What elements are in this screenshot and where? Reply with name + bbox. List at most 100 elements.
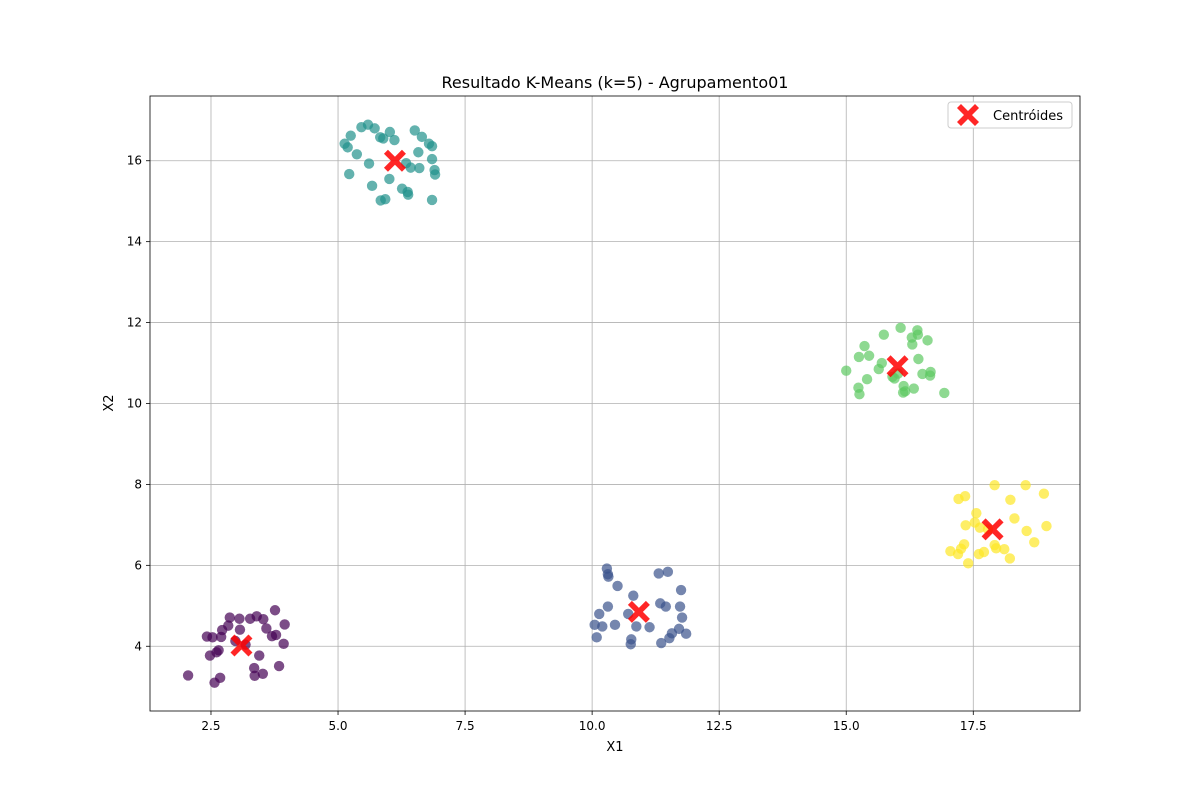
cluster-4-point — [959, 490, 971, 502]
cluster-2-point — [345, 130, 356, 141]
y-tick-label: 8 — [134, 477, 142, 491]
cluster-1-point — [660, 601, 672, 612]
y-axis-label: X2 — [102, 394, 117, 411]
legend-centroid-marker — [957, 104, 979, 126]
cluster-2-point — [413, 147, 424, 158]
x-tick-label: 2.5 — [201, 719, 220, 733]
cluster-0-point — [182, 670, 194, 681]
cluster-3-point — [913, 353, 924, 365]
cluster-4-point — [1004, 553, 1016, 564]
cluster-2-point — [378, 133, 389, 144]
cluster-1-point — [674, 601, 686, 612]
cluster-2-point — [342, 142, 353, 153]
cluster-1-point — [680, 628, 692, 639]
y-tick-label: 16 — [127, 154, 142, 168]
y-tick-label: 4 — [134, 639, 142, 653]
cluster-2-point — [416, 131, 428, 143]
y-tick-label: 14 — [127, 235, 142, 249]
cluster-3-point — [861, 374, 873, 385]
cluster-0-point — [261, 623, 272, 634]
y-tick-label: 10 — [127, 397, 142, 411]
cluster-0-point — [234, 624, 246, 635]
cluster-2-point — [402, 189, 414, 200]
cluster-2-point — [426, 140, 438, 152]
cluster-3-point — [908, 383, 920, 394]
cluster-3-point — [863, 350, 875, 361]
cluster-1-point — [597, 621, 608, 632]
cluster-0-point — [248, 662, 260, 674]
cluster-2-point — [429, 169, 441, 180]
centroid-marker — [383, 149, 406, 172]
x-tick-label: 10.0 — [579, 719, 606, 733]
cluster-2-point — [380, 193, 391, 205]
x-tick-label: 5.0 — [328, 719, 347, 733]
cluster-1-point — [602, 601, 614, 612]
cluster-3-point — [912, 329, 924, 340]
cluster-2-point — [405, 162, 416, 173]
legend-label-centroids: Centróides — [993, 109, 1063, 124]
cluster-4-point — [1005, 494, 1016, 505]
cluster-2-point — [389, 134, 400, 146]
cluster-1-point — [675, 584, 687, 596]
cluster-1-point — [644, 622, 655, 633]
cluster-1-point — [609, 619, 621, 631]
cluster-0-point — [207, 632, 218, 643]
x-tick-label: 17.5 — [960, 719, 987, 733]
cluster-2-point — [384, 173, 395, 185]
cluster-2-point — [414, 162, 425, 174]
cluster-0-point — [223, 620, 234, 631]
cluster-0-point — [249, 670, 260, 681]
cluster-4-point — [971, 507, 982, 519]
cluster-4-point — [1038, 488, 1050, 499]
cluster-1-point — [662, 566, 674, 578]
grid — [150, 96, 1080, 711]
cluster-0-point — [258, 613, 269, 625]
cluster-3-point — [841, 365, 852, 376]
cluster-3-point — [878, 329, 890, 340]
centroid-marker — [886, 355, 909, 378]
cluster-4-point — [990, 543, 1002, 554]
cluster-1-point — [653, 568, 664, 579]
y-tick-label: 12 — [127, 316, 142, 330]
cluster-0-point — [257, 668, 269, 679]
x-axis-label: X1 — [606, 740, 623, 755]
cluster-3-point — [854, 388, 865, 400]
cluster-4-point — [1041, 520, 1052, 532]
cluster-4-point — [1021, 525, 1032, 537]
centroid-marker — [230, 634, 253, 657]
x-tick-label: 12.5 — [706, 719, 733, 733]
cluster-1-point — [594, 608, 605, 620]
cluster-3-point — [939, 387, 950, 399]
cluster-0-point — [234, 613, 245, 624]
cluster-2-point — [409, 125, 420, 136]
cluster-2-point — [384, 126, 396, 138]
cluster-0-point — [224, 612, 235, 623]
cluster-0-point — [278, 638, 289, 650]
cluster-3-point — [895, 322, 906, 334]
cluster-0-point — [213, 645, 224, 656]
cluster-4-point — [989, 480, 1000, 491]
x-tick-label: 15.0 — [833, 719, 860, 733]
chart-title: Resultado K-Means (k=5) - Agrupamento01 — [442, 73, 789, 92]
cluster-2-point — [351, 149, 363, 160]
cluster-4-point — [960, 520, 971, 531]
legend: Centróides — [947, 101, 1073, 129]
cluster-1-point — [676, 612, 688, 623]
cluster-4-point — [974, 522, 986, 533]
cluster-4-point — [1020, 480, 1031, 491]
cluster-3-point — [925, 366, 936, 378]
cluster-3-point — [899, 386, 911, 397]
cluster-4-point — [958, 539, 970, 550]
cluster-0-point — [214, 672, 226, 684]
cluster-3-point — [907, 339, 918, 350]
plot-frame — [149, 95, 1081, 712]
cluster-4-point — [1009, 513, 1020, 524]
cluster-2-point — [344, 168, 355, 180]
x-tick-label: 7.5 — [456, 719, 475, 733]
cluster-2-point — [426, 194, 438, 206]
legend-frame — [947, 101, 1073, 129]
centroid-markers — [230, 149, 1004, 657]
cluster-3-point — [876, 357, 888, 369]
cluster-1-point — [591, 632, 602, 643]
